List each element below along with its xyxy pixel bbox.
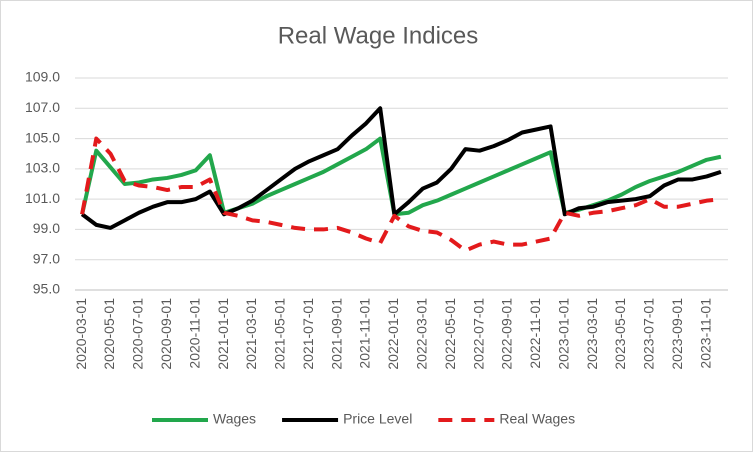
x-tick-label: 2022-09-01 <box>499 298 515 370</box>
y-tick-label: 107.0 <box>25 99 60 115</box>
x-tick-label: 2021-09-01 <box>328 298 344 370</box>
y-tick-label: 95.0 <box>33 281 60 297</box>
x-tick-label: 2021-07-01 <box>300 298 316 370</box>
x-tick-label: 2021-01-01 <box>215 298 231 370</box>
x-tick-label: 2020-09-01 <box>158 298 174 370</box>
chart-title: Real Wage Indices <box>278 22 479 49</box>
x-tick-label: 2022-03-01 <box>413 298 429 370</box>
y-tick-label: 105.0 <box>25 129 60 145</box>
legend-label: Real Wages <box>499 411 575 427</box>
x-tick-label: 2020-11-01 <box>186 298 202 369</box>
x-tick-label: 2023-05-01 <box>612 298 628 370</box>
legend-label: Price Level <box>343 411 412 427</box>
series-line <box>80 136 722 253</box>
x-tick-label: 2022-11-01 <box>527 298 543 369</box>
legend-label: Wages <box>213 411 256 427</box>
x-tick-label: 2023-07-01 <box>641 298 657 370</box>
y-tick-label: 103.0 <box>25 160 60 176</box>
x-tick-label: 2020-03-01 <box>73 298 89 370</box>
x-tick-label: 2022-05-01 <box>442 298 458 370</box>
y-tick-label: 99.0 <box>33 220 60 236</box>
x-tick-label: 2023-01-01 <box>555 298 571 370</box>
x-tick-label: 2023-03-01 <box>584 298 600 370</box>
x-tick-label: 2023-11-01 <box>697 298 713 369</box>
y-tick-label: 109.0 <box>25 69 60 85</box>
y-tick-label: 101.0 <box>25 190 60 206</box>
x-tick-label: 2021-05-01 <box>272 298 288 370</box>
x-tick-label: 2020-05-01 <box>101 298 117 370</box>
x-tick-label: 2023-09-01 <box>669 298 685 370</box>
x-tick-label: 2022-01-01 <box>385 298 401 370</box>
x-tick-label: 2022-07-01 <box>470 298 486 370</box>
series-line <box>80 106 722 230</box>
x-tick-label: 2020-07-01 <box>130 298 146 370</box>
x-tick-label: 2021-03-01 <box>243 298 259 370</box>
y-tick-label: 97.0 <box>33 250 60 266</box>
series-line <box>80 136 722 217</box>
x-tick-label: 2021-11-01 <box>357 298 373 369</box>
